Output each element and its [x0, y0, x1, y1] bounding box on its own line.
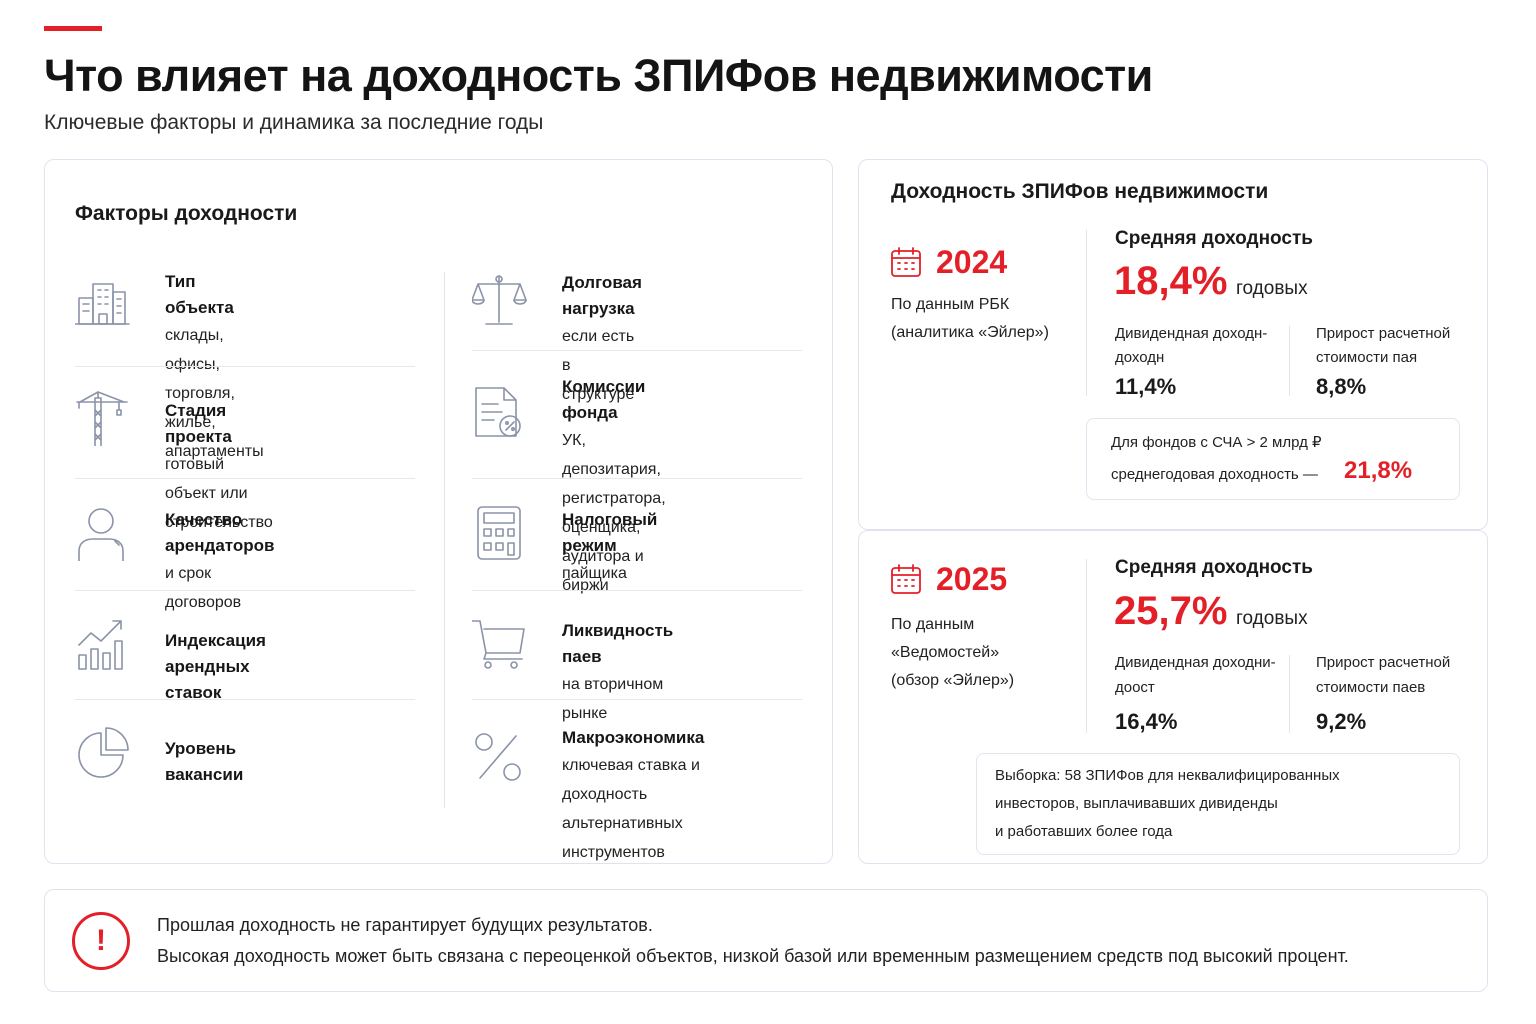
value-growth-label: Прирост расчетной — [1316, 654, 1451, 671]
factor-title: Качество арендаторов — [165, 510, 275, 555]
value-growth-value: 8,8% — [1316, 374, 1367, 399]
yield-2025-card: 2025 По данным «Ведомостей» (обзор «Эйле… — [858, 530, 1488, 864]
factor-title: Макроэкономика — [562, 728, 705, 747]
accent-bar — [44, 26, 102, 31]
calculator-icon — [477, 506, 521, 560]
source-line: По данным — [891, 616, 975, 633]
factor-desc: на вторичном рынке — [562, 676, 664, 722]
factor-title: Стадия проекта — [165, 401, 232, 446]
exclamation-icon: ! — [72, 912, 130, 970]
factor-desc: если есть в структуре — [562, 328, 635, 403]
disclaimer-line: Прошлая доходность не гарантирует будущи… — [157, 915, 653, 935]
factors-card: Факторы доходности Тип объекта склады, о… — [44, 159, 833, 864]
divider — [1086, 559, 1087, 733]
crane-icon — [76, 391, 128, 446]
calendar-icon — [891, 247, 921, 277]
divider — [1289, 326, 1290, 396]
yields-title: Доходность ЗПИФов недвижимости — [891, 180, 1269, 203]
cart-icon — [472, 620, 525, 669]
factor-title: Индексация арендных ставок — [165, 631, 266, 702]
factor-title: Тип объекта — [165, 272, 234, 317]
avg-yield-label: Средняя доходность — [1115, 228, 1313, 249]
separator — [75, 699, 415, 700]
factor-title: Налоговый режим — [562, 510, 658, 555]
factors-title: Факторы доходности — [75, 202, 298, 225]
factor-desc: склады, офисы, торговля, — [165, 327, 235, 402]
factor-title: Долговая нагрузка — [562, 273, 642, 318]
large-funds-note: Для фондов с СЧА > 2 млрд ₽ среднегодова… — [1086, 418, 1460, 500]
tenant-icon — [78, 508, 124, 561]
note-line: инвесторов, выплачивавших дивиденды — [995, 795, 1278, 812]
separator — [75, 366, 415, 367]
building-icon — [75, 283, 130, 325]
note-line: и работавших более года — [995, 823, 1173, 840]
avg-yield-value: 25,7% — [1114, 589, 1228, 633]
separator — [75, 478, 415, 479]
factor-desc: оценщика, аудитора и биржи — [562, 519, 644, 594]
note-line: Выборка: 58 ЗПИФов для неквалифицированн… — [995, 767, 1340, 784]
factor-desc: и срок договоров — [165, 565, 242, 611]
factor-title: Ликвидность паев — [562, 621, 674, 666]
factor-desc: альтернативных инструментов — [562, 815, 683, 861]
factor-title: Уровень вакансии — [165, 739, 244, 784]
avg-yield-label: Средняя доходность — [1115, 557, 1313, 578]
source-line: «Ведомостей» — [891, 644, 1000, 661]
separator — [472, 699, 802, 700]
source-line: (аналитика «Эйлер») — [891, 324, 1049, 341]
growth-chart-icon — [78, 620, 123, 670]
disclaimer-card: ! Прошлая доходность не гарантирует буду… — [44, 889, 1488, 992]
page-subtitle: Ключевые факторы и динамика за последние… — [44, 111, 544, 134]
dividend-yield-value: 11,4% — [1115, 374, 1177, 399]
source-line: По данным РБК — [891, 296, 1010, 313]
pie-chart-icon — [78, 727, 129, 778]
column-divider — [444, 272, 445, 808]
note-line: Для фондов с СЧА > 2 млрд ₽ — [1111, 434, 1322, 451]
dividend-yield-label: доост — [1115, 679, 1155, 696]
value-growth-value: 9,2% — [1316, 709, 1367, 734]
factor-desc: пайщика — [562, 565, 627, 582]
yield-2024-card: Доходность ЗПИФов недвижимости 2024 По д… — [858, 159, 1488, 530]
factor-desc: УК, депозитария, регистратора, — [562, 432, 666, 507]
source-line: (обзор «Эйлер») — [891, 672, 1015, 689]
year-label: 2025 — [936, 561, 1008, 597]
separator — [472, 590, 802, 591]
avg-yield-value: 18,4% — [1114, 259, 1228, 303]
separator — [472, 478, 802, 479]
dividend-yield-label: Дивидендная доходн- — [1115, 325, 1268, 342]
separator — [75, 590, 415, 591]
percent-icon — [475, 733, 521, 781]
factor-title: Комиссии фонда — [562, 377, 646, 422]
divider — [1086, 230, 1087, 396]
disclaimer-line: Высокая доходность может быть связана с … — [157, 946, 1349, 966]
note-line: среднегодовая доходность — — [1111, 466, 1318, 483]
calendar-icon — [891, 564, 921, 594]
factor-desc: готовый объект или строительство — [165, 456, 273, 531]
factor-desc: жилье, апартаменты — [165, 414, 264, 460]
document-percent-icon — [475, 387, 521, 437]
factor-desc: ключевая ставка и доходность — [562, 757, 700, 803]
value-growth-label: стоимости паев — [1316, 679, 1426, 696]
dividend-yield-value: 16,4% — [1115, 709, 1178, 734]
year-label: 2024 — [936, 244, 1008, 280]
scales-icon — [472, 275, 527, 325]
avg-yield-unit: годовых — [1236, 608, 1308, 629]
separator — [472, 350, 802, 351]
value-growth-label: Прирост расчетной — [1316, 325, 1451, 342]
dividend-yield-label: Дивидендная доходни- — [1115, 654, 1276, 671]
sample-note: Выборка: 58 ЗПИФов для неквалифицированн… — [976, 753, 1460, 855]
page-title: Что влияет на доходность ЗПИФов недвижим… — [44, 50, 1153, 101]
value-growth-label: стоимости пая — [1316, 349, 1418, 366]
large-funds-yield: 21,8% — [1344, 457, 1413, 484]
divider — [1289, 655, 1290, 733]
avg-yield-unit: годовых — [1236, 278, 1308, 299]
dividend-yield-label: доходн — [1115, 349, 1165, 366]
